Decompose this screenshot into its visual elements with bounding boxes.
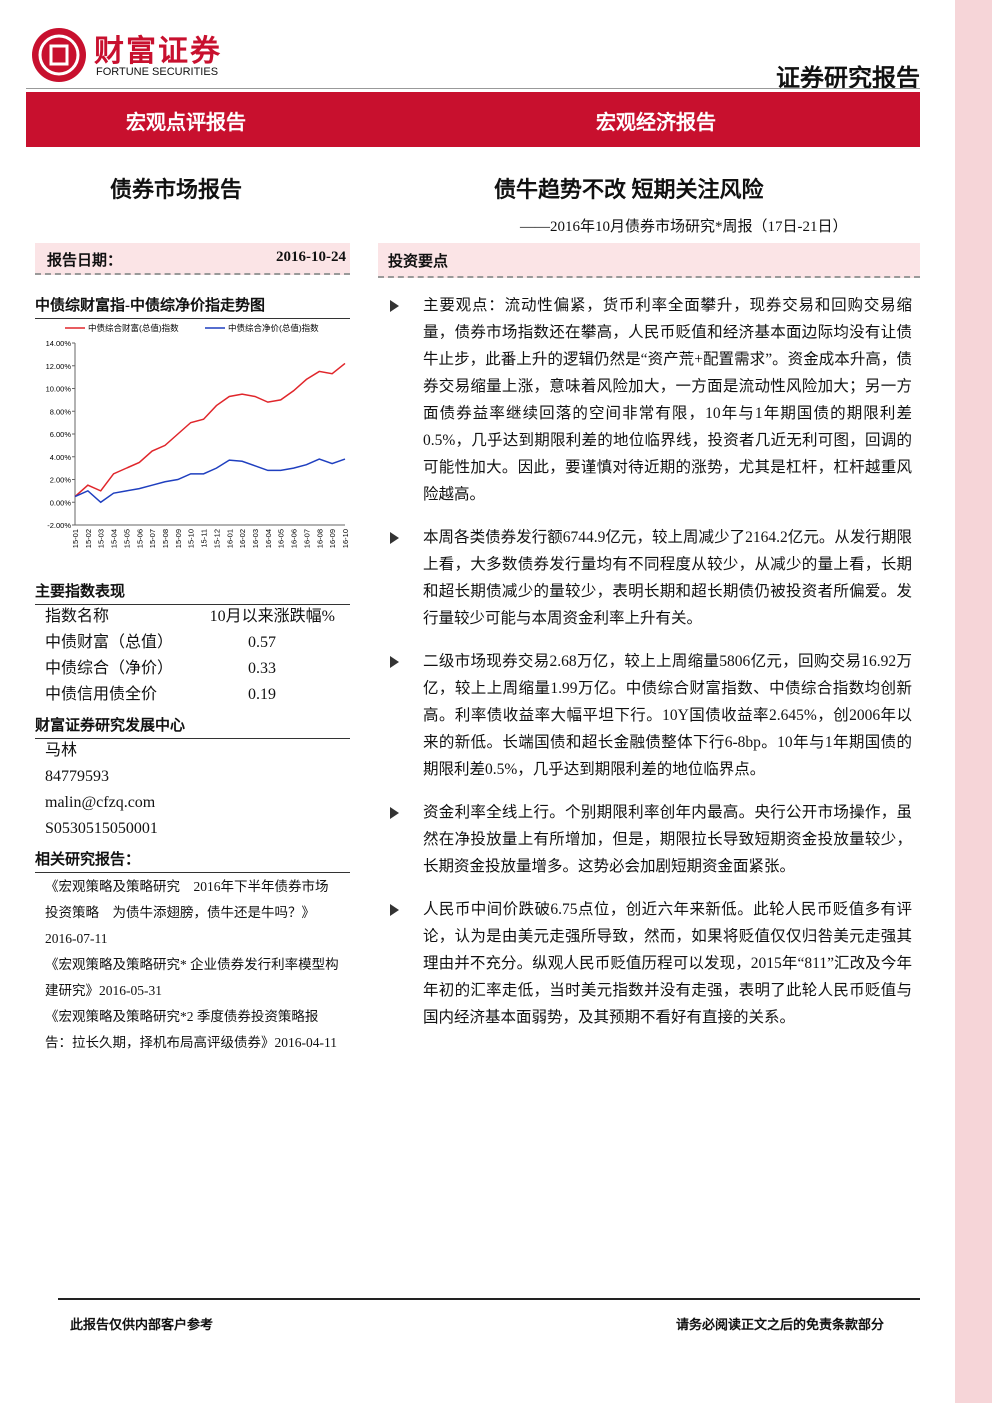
side-strip <box>955 0 992 1403</box>
bullet <box>390 904 399 916</box>
y-tick-label: 8.00% <box>50 407 72 416</box>
footer-right: 请务必阅读正文之后的免责条款部分 <box>676 1317 885 1332</box>
bullet <box>390 656 399 668</box>
x-tick-label: 16-06 <box>290 529 299 548</box>
point-text: 人民币中间价跌破6.75点位，创近六年来新低。此轮人民币贬值多有评论，认为是由美… <box>423 901 912 1026</box>
legend-label: 中债综合财富(总值)指数 <box>88 323 179 333</box>
banner-right: 宏观经济报告 <box>596 112 716 134</box>
table-cell: 0.19 <box>248 686 276 703</box>
rule <box>26 88 920 89</box>
contact: malin@cfzq.com <box>45 794 156 811</box>
date: 2016-10-24 <box>276 249 346 265</box>
contact: S0530515050001 <box>45 820 158 837</box>
point-text: 主要观点：流动性偏紧，货币利率全面攀升，现券交易和回购交易缩量，债券市场指数还在… <box>423 297 912 503</box>
x-tick-label: 16-05 <box>277 529 286 548</box>
banner-left: 宏观点评报告 <box>126 112 246 134</box>
logo <box>32 28 86 82</box>
chart: -2.00% 0.00% 2.00% 4.00% 6.00% 8.00% 10.00% 12.… <box>46 323 350 548</box>
y-tick-label: 12.00% <box>46 362 72 371</box>
x-tick-label: 15-04 <box>110 529 119 548</box>
related-report: 《宏观策略及策略研究*2 季度债券投资策略报告：拉长久期，择机布局高评级债券》2… <box>45 1009 337 1050</box>
related-report: 《宏观策略及策略研究 2016年下半年债券市场投资策略 为债牛添翅膀，债牛还是牛… <box>45 879 329 946</box>
x-tick-label: 16-03 <box>251 529 260 548</box>
bullet <box>390 300 399 312</box>
x-tick-label: 16-08 <box>315 529 324 548</box>
report-title: 债牛趋势不改 短期关注风险 <box>494 177 764 202</box>
index-title: 主要指数表现 <box>35 580 350 605</box>
table-row: 中债财富（总值） 0.57 <box>45 630 345 656</box>
x-tick-label: 16-07 <box>302 529 311 548</box>
x-tick-label: 16-01 <box>225 529 234 548</box>
brand-en: FORTUNE SECURITIES <box>96 66 219 78</box>
table-header: 10月以来涨跌幅% <box>209 608 335 625</box>
series-line <box>74 458 346 504</box>
x-tick-label: 15-12 <box>212 529 221 548</box>
point-text: 二级市场现券交易2.68万亿，较上上周缩量5806亿元，回购交易16.92万亿，… <box>423 653 912 778</box>
section-title: 债券市场报告 <box>110 177 243 202</box>
legend-label: 中债综合净价(总值)指数 <box>228 323 319 333</box>
bullet <box>390 532 399 544</box>
date-label: 报告日期： <box>47 253 123 269</box>
point-text: 资金利率全线上行。个别期限利率创年内最高。央行公开市场操作，虽然在净投放量上有所… <box>423 804 912 875</box>
subtitle: ——2016年10月债券市场研究*周报（17日-21日） <box>520 219 848 235</box>
series-line <box>74 362 346 498</box>
bullet <box>390 807 399 819</box>
x-tick-label: 16-09 <box>328 529 337 548</box>
x-tick-label: 15-02 <box>84 529 93 548</box>
y-tick-label: 4.00% <box>50 453 72 462</box>
y-tick-label: 14.00% <box>46 339 72 348</box>
table-row: 中债综合（净价） 0.33 <box>45 656 345 682</box>
table-cell: 0.57 <box>248 634 276 651</box>
related-report: 《宏观策略及策略研究* 企业债券发行利率模型构建研究》2016-05-31 <box>45 957 339 998</box>
key-point: 二级市场现券交易2.68万亿，较上上周缩量5806亿元，回购交易16.92万亿，… <box>378 648 912 783</box>
x-tick-label: 15-08 <box>161 529 170 548</box>
x-tick-label: 15-09 <box>174 529 183 548</box>
banner: 宏观点评报告 宏观经济报告 <box>26 92 920 147</box>
chart-title: 中债综财富指-中债综净价指走势图 <box>35 294 350 319</box>
related-list: 《宏观策略及策略研究 2016年下半年债券市场投资策略 为债牛添翅膀，债牛还是牛… <box>45 874 340 1056</box>
key-point: 主要观点：流动性偏紧，货币利率全面攀升，现券交易和回购交易缩量，债券市场指数还在… <box>378 292 912 508</box>
center: 财富证券研究发展中心 <box>35 714 350 739</box>
table-cell: 中债综合（净价） <box>45 660 174 677</box>
contacts: 马林 84779593 malin@cfzq.com S0530515050001 <box>45 738 345 842</box>
related-title: 相关研究报告： <box>35 848 350 873</box>
table-header: 指数名称 <box>45 608 110 625</box>
y-tick-label: 10.00% <box>46 385 72 394</box>
point-text: 本周各类债券发行额6744.9亿元，较上周减少了2164.2亿元。从发行期限上看… <box>423 529 912 627</box>
contact: 84779593 <box>45 768 109 785</box>
x-tick-label: 15-11 <box>200 529 209 548</box>
x-tick-label: 15-05 <box>122 529 131 548</box>
x-tick-label: 15-01 <box>71 529 80 548</box>
table-row: 指数名称 10月以来涨跌幅% <box>45 604 345 630</box>
x-tick-label: 16-02 <box>238 529 247 548</box>
key-point: 人民币中间价跌破6.75点位，创近六年来新低。此轮人民币贬值多有评论，认为是由美… <box>378 896 912 1031</box>
y-tick-label: 6.00% <box>50 430 72 439</box>
key-point: 本周各类债券发行额6744.9亿元，较上周减少了2164.2亿元。从发行期限上看… <box>378 524 912 632</box>
table-row: 中债信用债全价 0.19 <box>45 682 345 708</box>
x-tick-label: 15-06 <box>135 529 144 548</box>
table-cell: 中债财富（总值） <box>45 634 174 651</box>
table-cell: 0.33 <box>248 660 276 677</box>
x-tick-label: 16-04 <box>264 529 273 548</box>
y-tick-label: 0.00% <box>50 498 72 507</box>
x-tick-label: 16-10 <box>341 529 350 548</box>
footer-rule <box>58 1298 920 1300</box>
x-tick-label: 15-03 <box>97 529 106 548</box>
key-points-title: 投资要点 <box>388 254 449 270</box>
contact: 马林 <box>45 742 78 759</box>
key-point: 资金利率全线上行。个别期限利率创年内最高。央行公开市场操作，虽然在净投放量上有所… <box>378 799 912 880</box>
brand: 财富证券 <box>94 35 222 68</box>
y-tick-label: -2.00% <box>47 521 71 530</box>
doc-type: 证券研究报告 <box>776 66 920 92</box>
points: 主要观点：流动性偏紧，货币利率全面攀升，现券交易和回购交易缩量，债券市场指数还在… <box>378 292 912 1047</box>
footer-left: 此报告仅供内部客户参考 <box>70 1317 214 1332</box>
date-box: 报告日期： 2016-10-24 <box>35 243 350 275</box>
x-tick-label: 15-07 <box>148 529 157 548</box>
key-points-box: 投资要点 <box>378 243 920 278</box>
x-tick-label: 15-10 <box>187 529 196 548</box>
y-tick-label: 2.00% <box>50 476 72 485</box>
index-table: 指数名称 10月以来涨跌幅% 中债财富（总值） 0.57 中债综合（净价） 0.33 中债信… <box>45 604 345 708</box>
table-cell: 中债信用债全价 <box>45 686 158 703</box>
